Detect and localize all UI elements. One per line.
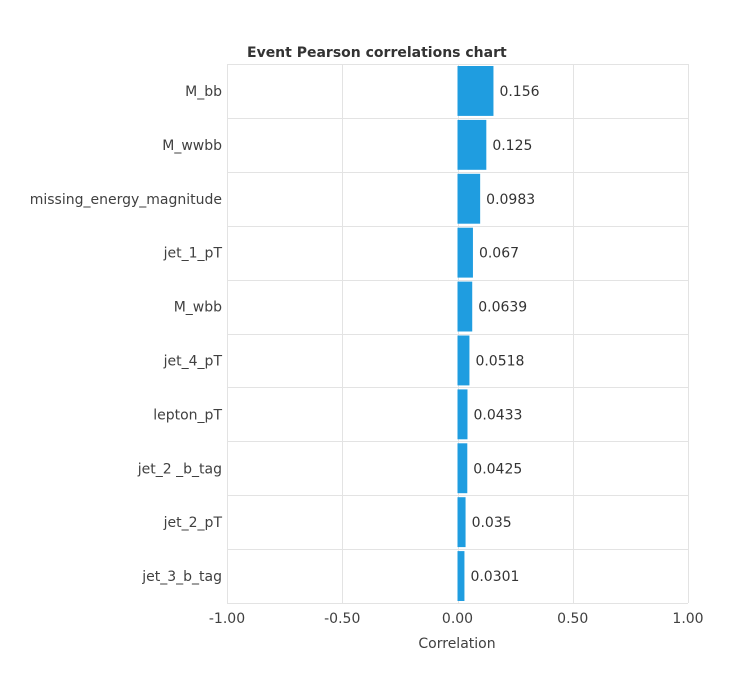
bar	[457, 281, 473, 332]
bar	[457, 173, 481, 224]
category-label: jet_1_pT	[163, 246, 223, 262]
category-label: jet_4_pT	[163, 353, 223, 369]
category-label: missing_energy_magnitude	[30, 192, 222, 208]
category-label: jet_3_b_tag	[141, 569, 222, 585]
grid	[227, 64, 689, 604]
data-label: 0.067	[479, 246, 519, 262]
data-label: 0.125	[492, 138, 532, 154]
category-label: jet_2_pT	[163, 515, 223, 531]
category-label: M_wwbb	[162, 138, 222, 154]
data-label: 0.0425	[473, 461, 522, 477]
x-tick-label: -0.50	[324, 611, 360, 627]
x-tick-label: 0.50	[557, 611, 588, 627]
value-labels: 0.156 0.125 0.0983 0.067 0.0639 0.0518 0.0433 0…	[470, 84, 539, 585]
bar	[457, 443, 468, 494]
bar	[457, 66, 494, 116]
x-tick-label: 0.00	[442, 611, 473, 627]
chart-title: Event Pearson correlations chart	[247, 45, 507, 61]
bar	[457, 389, 468, 440]
bar	[457, 335, 470, 386]
category-label: M_bb	[185, 84, 222, 100]
x-tick-label: -1.00	[209, 611, 245, 627]
bar	[457, 119, 487, 170]
category-label: jet_2 _b_tag	[137, 461, 222, 477]
bar	[457, 227, 473, 278]
data-label: 0.0433	[473, 407, 522, 423]
data-label: 0.0518	[475, 353, 524, 369]
category-label: lepton_pT	[153, 407, 222, 423]
data-label: 0.035	[472, 515, 512, 531]
bars	[457, 66, 494, 601]
bar	[457, 497, 466, 548]
x-axis-ticks: -1.00 -0.50 0.00 0.50 1.00	[209, 611, 704, 627]
x-axis-title: Correlation	[418, 636, 495, 652]
category-label: M_wbb	[174, 300, 222, 316]
data-label: 0.156	[499, 84, 539, 100]
data-label: 0.0301	[470, 569, 519, 585]
category-labels: M_bb M_wwbb missing_energy_magnitude jet_1_…	[30, 84, 223, 585]
x-tick-label: 1.00	[672, 611, 703, 627]
data-label: 0.0639	[478, 300, 527, 316]
data-label: 0.0983	[486, 192, 535, 208]
bar	[457, 551, 465, 601]
